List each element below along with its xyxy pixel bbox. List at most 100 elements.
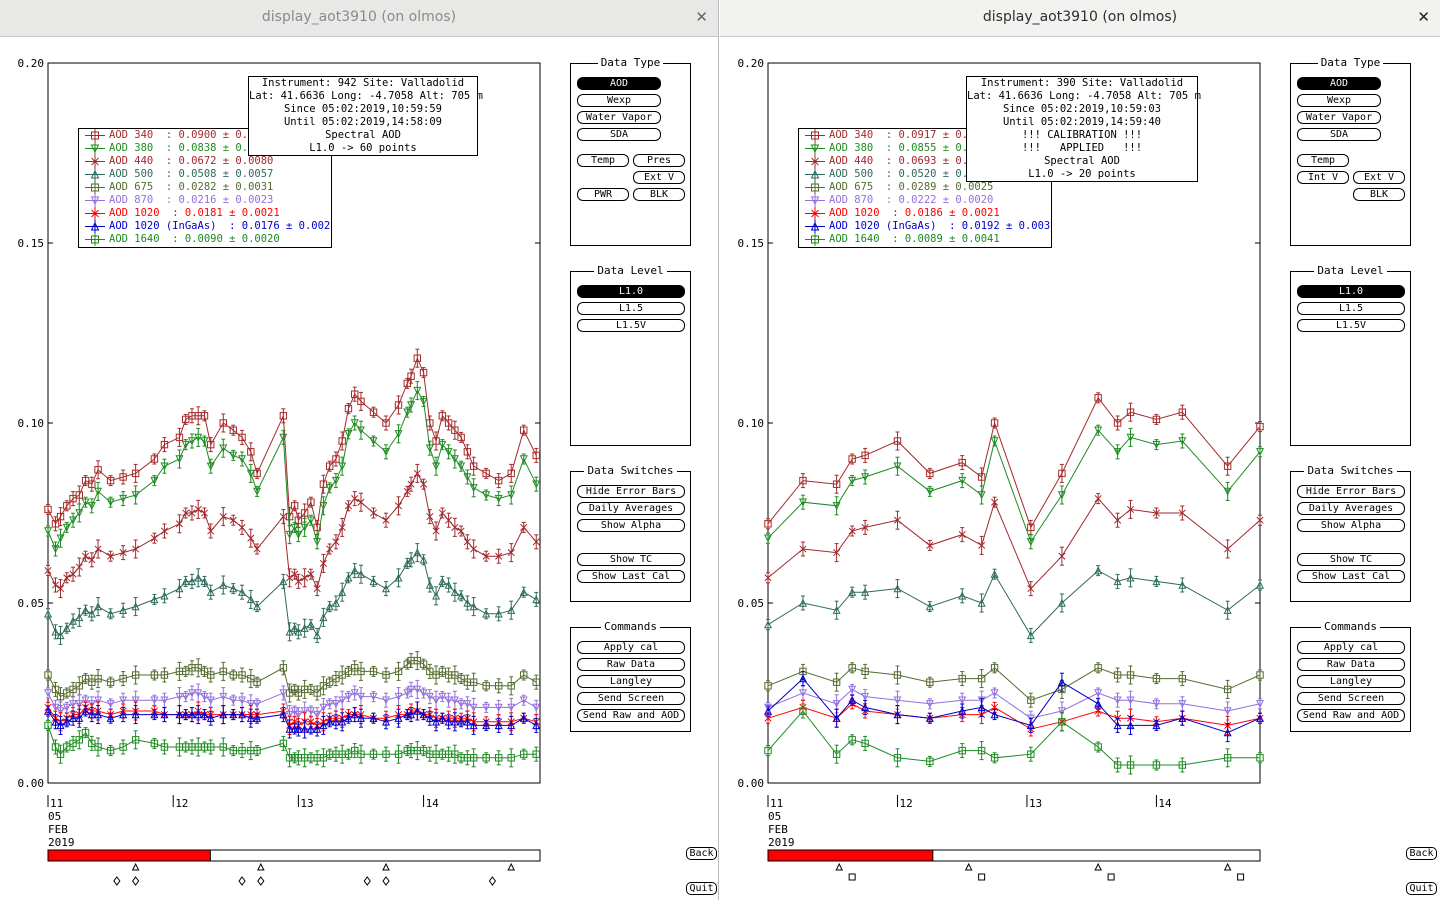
l1-5v-button[interactable]: L1.5V: [577, 319, 685, 332]
data-point: [81, 605, 90, 614]
data-point: [300, 707, 309, 716]
hide-error-bars-button[interactable]: Hide Error Bars: [577, 485, 685, 498]
data-point: [394, 750, 403, 758]
blk-button[interactable]: BLK: [1353, 188, 1405, 201]
data-point: [175, 692, 184, 701]
back-button[interactable]: Back: [686, 847, 717, 860]
show-last-cal-button[interactable]: Show Last Cal: [577, 570, 685, 583]
y-tick-label: 0.10: [738, 417, 765, 430]
close-icon[interactable]: ✕: [695, 8, 708, 26]
hide-error-bars-button[interactable]: Hide Error Bars: [1297, 485, 1405, 498]
data-point: [194, 573, 203, 582]
data-point: [219, 710, 228, 719]
data-point: [382, 516, 390, 524]
data-point: [394, 430, 403, 439]
data-point: [463, 473, 472, 482]
close-icon[interactable]: ✕: [1417, 8, 1430, 26]
data-point: [470, 545, 478, 553]
timeline-marker: [132, 876, 140, 886]
back-button[interactable]: Back: [1406, 847, 1437, 860]
wexp-button[interactable]: Wexp: [1297, 94, 1381, 107]
data-point: [219, 513, 227, 521]
l1-5v-button[interactable]: L1.5V: [1297, 319, 1405, 332]
data-point: [150, 671, 159, 679]
quit-button[interactable]: Quit: [1406, 882, 1437, 895]
data-point: [893, 710, 902, 719]
show-last-cal-button[interactable]: Show Last Cal: [1297, 570, 1405, 583]
data-point: [51, 685, 60, 694]
sda-button[interactable]: SDA: [577, 128, 661, 141]
data-point: [229, 426, 237, 434]
temp-button[interactable]: Temp: [1297, 154, 1349, 167]
show-alpha-button[interactable]: Show Alpha: [1297, 519, 1405, 532]
data-point: [75, 736, 83, 744]
data-point: [338, 462, 347, 471]
data-point: [81, 706, 90, 715]
pwr-button[interactable]: PWR: [577, 188, 629, 201]
water-vapor-button[interactable]: Water Vapor: [1297, 111, 1381, 124]
legend-item: AOD 1020 (InGaAs) : 0.0192 ± 0.0039: [799, 220, 1051, 233]
send-raw-and-aod-button[interactable]: Send Raw and AOD: [577, 709, 685, 722]
sda-button[interactable]: SDA: [1297, 128, 1381, 141]
data-point: [56, 585, 65, 593]
water-vapor-button[interactable]: Water Vapor: [577, 111, 661, 124]
apply-cal-button[interactable]: Apply cal: [1297, 641, 1405, 654]
l1-0-button[interactable]: L1.0: [1297, 285, 1405, 298]
data-point: [893, 696, 902, 705]
legend-marker-icon: [805, 168, 825, 181]
langley-button[interactable]: Langley: [1297, 675, 1405, 688]
pres-button[interactable]: Pres: [633, 154, 685, 167]
window-title: display_aot3910 (on olmos): [261, 9, 457, 25]
raw-data-button[interactable]: Raw Data: [577, 658, 685, 671]
legend-label: AOD 340 : 0.0917 ± 0.0: [829, 129, 975, 141]
raw-data-button[interactable]: Raw Data: [1297, 658, 1405, 671]
data-point: [1126, 671, 1135, 679]
legend-marker-icon: [85, 207, 105, 220]
send-raw-and-aod-button[interactable]: Send Raw and AOD: [1297, 709, 1405, 722]
langley-button[interactable]: Langley: [577, 675, 685, 688]
blk-button[interactable]: BLK: [633, 188, 685, 201]
temp-button[interactable]: Temp: [577, 154, 629, 167]
data-point: [294, 516, 303, 524]
data-point: [832, 502, 841, 511]
window-content: 0.20 0.15 0.10 0.05 0.00 11 12 13 14 05 FEB 2019 AO…: [0, 37, 718, 900]
legend-item: AOD 1640 : 0.0090 ± 0.0020: [79, 233, 331, 246]
apply-cal-button[interactable]: Apply cal: [577, 641, 685, 654]
ext-v-button[interactable]: Ext V: [1353, 171, 1405, 184]
data-point: [958, 674, 966, 683]
titlebar[interactable]: display_aot3910 (on olmos) ✕: [0, 0, 718, 37]
data-point: [519, 587, 528, 596]
data-point: [357, 498, 365, 506]
wexp-button[interactable]: Wexp: [577, 94, 661, 107]
daily-averages-button[interactable]: Daily Averages: [1297, 502, 1405, 515]
legend-marker-icon: [85, 233, 105, 246]
data-point: [106, 678, 115, 686]
data-point: [119, 696, 128, 705]
show-tc-button[interactable]: Show TC: [577, 553, 685, 566]
data-point: [44, 505, 52, 514]
send-screen-button[interactable]: Send Screen: [1297, 692, 1405, 705]
ext-v-button[interactable]: Ext V: [633, 171, 685, 184]
titlebar[interactable]: display_aot3910 (on olmos) ✕: [720, 0, 1440, 37]
l1-5-button[interactable]: L1.5: [577, 302, 685, 315]
data-point: [206, 696, 215, 705]
l1-0-button[interactable]: L1.0: [577, 285, 685, 298]
series-aod-1640: [764, 703, 1264, 775]
quit-button[interactable]: Quit: [686, 882, 717, 895]
data-point: [990, 569, 999, 578]
data-point: [848, 664, 856, 672]
data-point: [350, 689, 359, 698]
show-alpha-button[interactable]: Show Alpha: [577, 519, 685, 532]
data-level-panel: Data Level L1.0 L1.5 L1.5V: [570, 264, 691, 446]
int-v-button[interactable]: Int V: [1297, 171, 1349, 184]
data-point: [131, 491, 140, 500]
data-point: [519, 455, 528, 464]
l1-5-button[interactable]: L1.5: [1297, 302, 1405, 315]
aod-button[interactable]: AOD: [1297, 77, 1381, 90]
data-point: [51, 717, 60, 726]
send-screen-button[interactable]: Send Screen: [577, 692, 685, 705]
show-tc-button[interactable]: Show TC: [1297, 553, 1405, 566]
aod-button[interactable]: AOD: [577, 77, 661, 90]
y-tick-label: 0.05: [18, 597, 45, 610]
daily-averages-button[interactable]: Daily Averages: [577, 502, 685, 515]
